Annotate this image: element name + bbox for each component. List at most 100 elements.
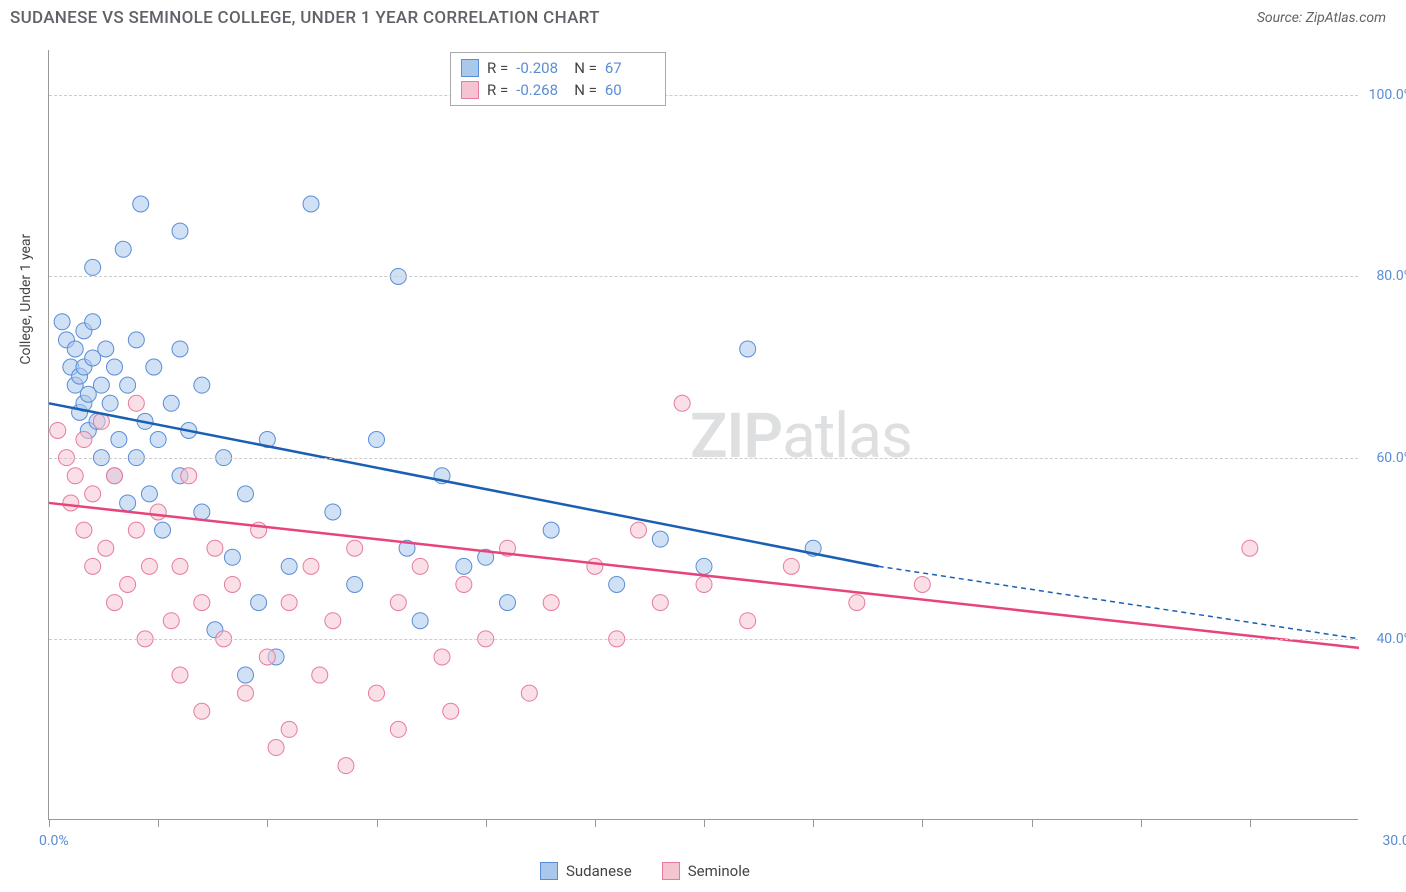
data-point — [456, 576, 472, 592]
x-tick — [1250, 819, 1251, 827]
data-point — [849, 595, 865, 611]
data-point — [98, 341, 114, 357]
data-point — [325, 613, 341, 629]
source-attribution: Source: ZipAtlas.com — [1257, 10, 1386, 26]
x-tick — [377, 819, 378, 827]
data-point — [521, 685, 537, 701]
data-point — [194, 504, 210, 520]
series-legend-item: Seminole — [662, 862, 750, 880]
n-value: 67 — [605, 59, 655, 77]
data-point — [325, 504, 341, 520]
data-point — [155, 522, 171, 538]
r-label: R = — [487, 81, 508, 99]
data-point — [251, 595, 267, 611]
data-point — [76, 432, 92, 448]
data-point — [50, 422, 66, 438]
series-legend-label: Seminole — [688, 862, 750, 880]
y-tick-label: 40.0% — [1376, 631, 1406, 647]
data-point — [107, 468, 123, 484]
data-point — [443, 703, 459, 719]
data-point — [740, 341, 756, 357]
data-point — [259, 649, 275, 665]
data-point — [543, 595, 559, 611]
chart-header: SUDANESE VS SEMINOLE COLLEGE, UNDER 1 YE… — [0, 0, 1406, 36]
data-point — [194, 377, 210, 393]
n-label: N = — [574, 81, 597, 99]
x-tick-label: 0.0% — [39, 833, 69, 849]
data-point — [303, 196, 319, 212]
data-point — [783, 558, 799, 574]
data-point — [107, 359, 123, 375]
y-tick-label: 100.0% — [1369, 87, 1406, 103]
series-legend: Sudanese Seminole — [540, 862, 750, 880]
x-tick — [922, 819, 923, 827]
x-tick-label: 30.0% — [1382, 833, 1406, 849]
data-point — [434, 649, 450, 665]
data-point — [281, 558, 297, 574]
data-point — [172, 223, 188, 239]
stats-legend-row: R =-0.268N =60 — [461, 79, 655, 101]
x-tick — [49, 819, 50, 827]
data-point — [150, 432, 166, 448]
data-point — [500, 595, 516, 611]
legend-swatch — [461, 59, 479, 77]
n-value: 60 — [605, 81, 655, 99]
trend-line — [49, 503, 1359, 648]
data-point — [163, 395, 179, 411]
data-point — [128, 332, 144, 348]
legend-swatch — [540, 862, 558, 880]
stats-legend: R =-0.208N =67R =-0.268N =60 — [450, 52, 666, 106]
data-point — [181, 468, 197, 484]
x-tick — [813, 819, 814, 827]
data-point — [85, 314, 101, 330]
data-point — [238, 685, 254, 701]
data-point — [609, 576, 625, 592]
data-point — [281, 721, 297, 737]
data-point — [224, 549, 240, 565]
data-point — [412, 613, 428, 629]
x-tick — [267, 819, 268, 827]
n-label: N = — [574, 59, 597, 77]
data-point — [141, 486, 157, 502]
data-point — [85, 486, 101, 502]
data-point — [54, 314, 70, 330]
x-tick — [1141, 819, 1142, 827]
legend-swatch — [461, 81, 479, 99]
data-point — [194, 703, 210, 719]
data-point — [194, 595, 210, 611]
source-name: ZipAtlas.com — [1306, 10, 1386, 26]
watermark-zip: ZIP — [690, 400, 782, 473]
data-point — [111, 432, 127, 448]
data-point — [172, 558, 188, 574]
data-point — [674, 395, 690, 411]
data-point — [631, 522, 647, 538]
data-point — [120, 576, 136, 592]
data-point — [347, 576, 363, 592]
watermark-atlas: atlas — [782, 400, 912, 473]
x-tick — [1032, 819, 1033, 827]
data-point — [587, 558, 603, 574]
data-point — [696, 558, 712, 574]
data-point — [107, 595, 123, 611]
data-point — [85, 259, 101, 275]
data-point — [740, 613, 756, 629]
data-point — [347, 540, 363, 556]
data-point — [67, 341, 83, 357]
chart-title: SUDANESE VS SEMINOLE COLLEGE, UNDER 1 YE… — [10, 8, 600, 28]
data-point — [652, 531, 668, 547]
gridline-h — [49, 639, 1358, 640]
series-legend-item: Sudanese — [540, 862, 632, 880]
data-point — [93, 377, 109, 393]
data-point — [268, 740, 284, 756]
data-point — [238, 667, 254, 683]
data-point — [369, 685, 385, 701]
data-point — [652, 595, 668, 611]
data-point — [120, 495, 136, 511]
data-point — [163, 613, 179, 629]
data-point — [133, 196, 149, 212]
x-tick — [595, 819, 596, 827]
source-prefix: Source: — [1257, 10, 1306, 26]
data-point — [207, 540, 223, 556]
data-point — [85, 558, 101, 574]
series-legend-label: Sudanese — [566, 862, 632, 880]
